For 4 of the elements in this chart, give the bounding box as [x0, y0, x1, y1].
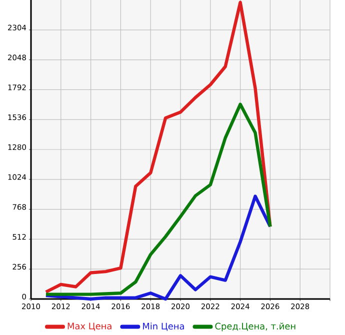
line-series: [44, 0, 272, 294]
legend-label: Max Цена: [68, 322, 112, 331]
legend-label: Min Цена: [143, 322, 184, 331]
legend-label: Сред.Цена, т.йен: [215, 322, 296, 332]
